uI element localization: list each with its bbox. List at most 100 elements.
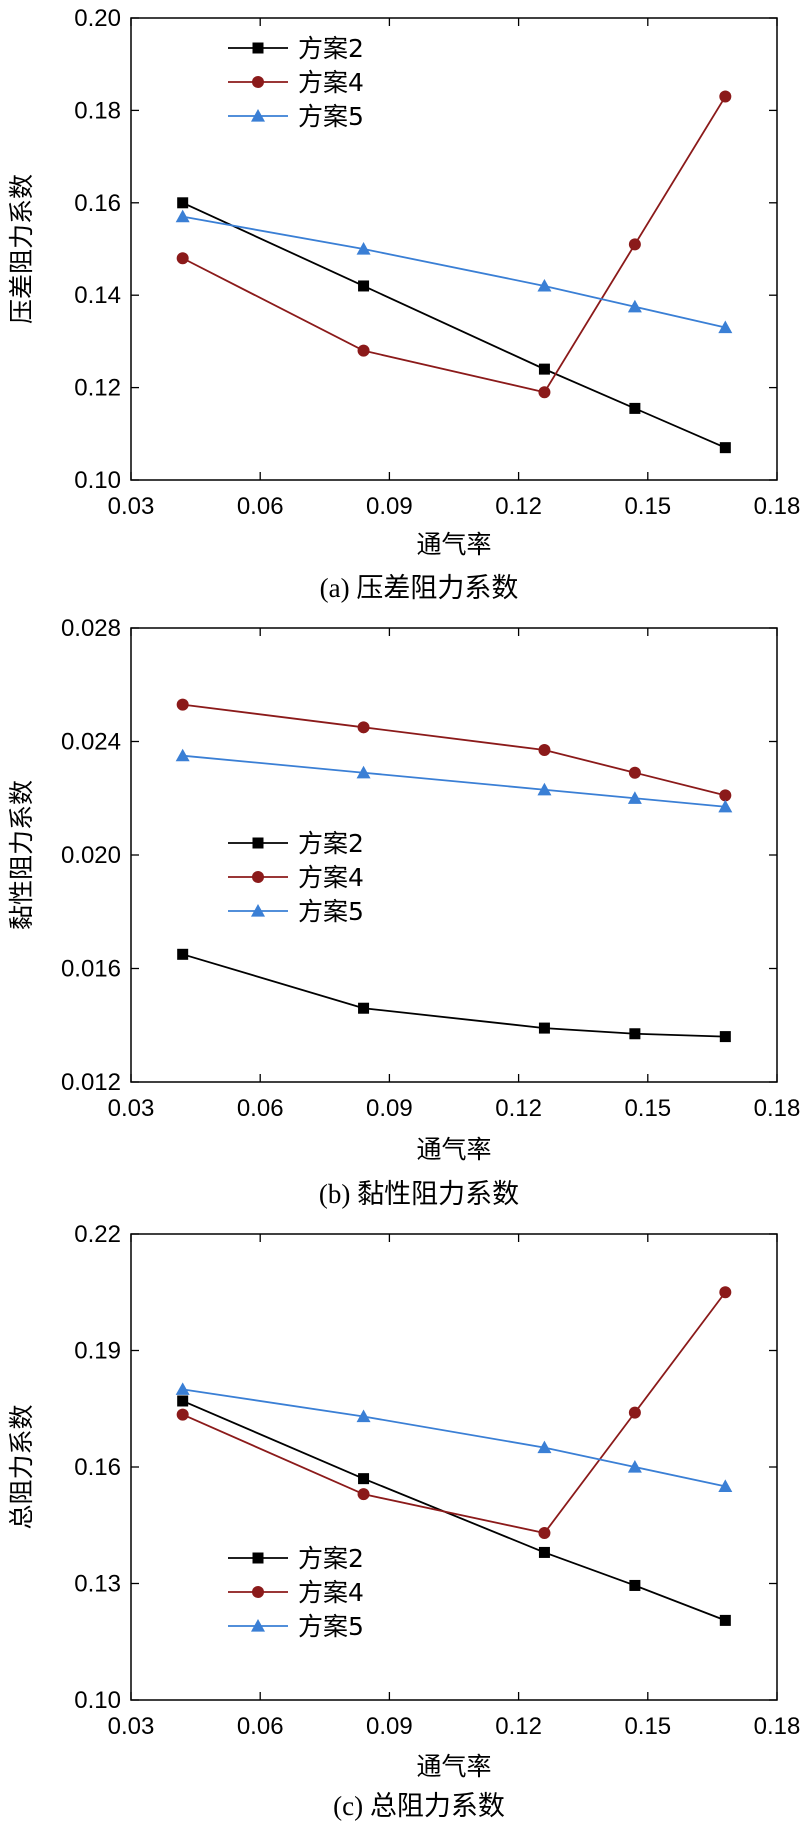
y-tick-label: 0.20	[74, 5, 121, 32]
y-axis-label: 总阻力系数	[7, 1404, 36, 1529]
plot-frame	[130, 1233, 778, 1701]
series-line	[182, 754, 726, 808]
y-tick-label: 0.16	[74, 1454, 121, 1481]
data-point	[176, 252, 189, 265]
x-axis-label: 通气率	[416, 530, 491, 559]
legend-label: 方案2	[298, 829, 364, 858]
x-tick-label: 0.06	[237, 493, 284, 520]
data-point	[356, 765, 371, 779]
x-tick-label: 0.03	[108, 1713, 155, 1740]
data-point	[357, 344, 370, 357]
data-point	[538, 1527, 551, 1540]
x-tick-label: 0.03	[108, 1095, 155, 1122]
series-3	[175, 1382, 733, 1493]
data-point	[177, 197, 189, 209]
data-point	[357, 1488, 370, 1501]
legend-label: 方案4	[298, 1578, 364, 1607]
series-2	[176, 1286, 732, 1540]
series-2	[176, 90, 732, 399]
legend: 方案2 方案4 方案5	[228, 1544, 364, 1641]
series-3	[175, 209, 733, 334]
x-tick-label: 0.09	[366, 493, 413, 520]
data-point	[356, 242, 371, 255]
data-point	[719, 90, 732, 103]
data-point	[537, 278, 552, 292]
x-tick-label: 0.18	[754, 1095, 800, 1122]
series-1	[177, 1395, 731, 1626]
x-tick-label: 0.15	[624, 1095, 671, 1122]
x-tick-label: 0.12	[495, 1095, 542, 1122]
data-point	[357, 721, 370, 734]
legend-marker	[251, 1619, 265, 1632]
y-axis-label: 压差阻力系数	[7, 174, 36, 324]
y-tick-label: 0.14	[74, 282, 121, 309]
data-point	[718, 1479, 733, 1493]
y-tick-label: 0.16	[74, 190, 121, 217]
y-tick-label: 0.18	[74, 97, 121, 124]
plot-frame	[130, 17, 778, 481]
legend-label: 方案5	[298, 897, 364, 926]
chart-panel-3: 0.03 0.06 0.09 0.12 0.15 0.18 0.10 0.13 0.16 0.19…	[7, 1221, 800, 1821]
series-line	[182, 953, 726, 1038]
data-point	[718, 799, 733, 813]
data-point	[719, 442, 731, 454]
chart-caption: (b) 黏性阻力系数	[319, 1179, 519, 1209]
data-point	[719, 1031, 731, 1043]
x-tick-label: 0.18	[754, 493, 800, 520]
y-tick-label: 0.10	[74, 467, 121, 494]
y-tick-label: 0.22	[74, 1221, 121, 1248]
data-point	[537, 1440, 552, 1454]
data-point	[177, 1395, 189, 1407]
legend-marker	[252, 42, 264, 54]
data-point	[719, 1614, 731, 1626]
data-point	[627, 1460, 642, 1473]
x-tick-label: 0.12	[495, 1713, 542, 1740]
y-tick-label: 0.10	[74, 1687, 121, 1714]
data-point	[627, 791, 642, 804]
data-point	[538, 363, 550, 375]
series-2	[176, 698, 732, 802]
legend-label: 方案4	[298, 68, 364, 97]
data-point	[175, 209, 190, 223]
y-tick-label: 0.12	[74, 375, 121, 402]
data-point	[537, 782, 552, 796]
series-1	[177, 197, 731, 454]
series-line	[182, 201, 726, 449]
x-tick-label: 0.18	[754, 1713, 800, 1740]
chart-panel-1: 0.03 0.06 0.09 0.12 0.15 0.18 0.10 0.12 0.14 0.16…	[7, 5, 800, 603]
legend-marker	[252, 1552, 264, 1564]
data-point	[628, 1406, 641, 1419]
x-tick-label: 0.15	[624, 493, 671, 520]
series-line	[182, 96, 727, 394]
data-point	[176, 1408, 189, 1421]
series-line	[182, 1400, 726, 1622]
data-point	[628, 766, 641, 779]
legend-label: 方案5	[298, 1612, 364, 1641]
chart-caption: (a) 压差阻力系数	[320, 573, 519, 603]
legend-marker	[252, 871, 264, 883]
x-axis-label: 通气率	[416, 1752, 491, 1781]
x-tick-label: 0.09	[366, 1095, 413, 1122]
data-point	[538, 386, 551, 399]
data-point	[356, 1409, 371, 1423]
series-line	[182, 1291, 727, 1535]
x-tick-label: 0.06	[237, 1095, 284, 1122]
data-point	[177, 948, 189, 960]
legend-label: 方案5	[298, 102, 364, 131]
y-tick-label: 0.19	[74, 1338, 121, 1365]
legend: 方案2 方案4 方案5	[228, 829, 364, 926]
data-point	[358, 1473, 370, 1485]
y-tick-label: 0.028	[61, 615, 121, 642]
legend-marker	[252, 837, 264, 849]
y-tick-label: 0.016	[61, 956, 121, 983]
chart-panel-2: 0.03 0.06 0.09 0.12 0.15 0.18 0.012 0.016 0.020 0…	[7, 615, 800, 1209]
data-point	[718, 320, 733, 334]
legend-marker	[252, 1586, 264, 1598]
legend-label: 方案2	[298, 1544, 364, 1573]
plot-frame	[130, 627, 778, 1083]
legend-marker	[251, 904, 265, 917]
y-tick-label: 0.13	[74, 1571, 121, 1598]
legend-marker	[252, 76, 264, 88]
data-point	[176, 698, 189, 711]
